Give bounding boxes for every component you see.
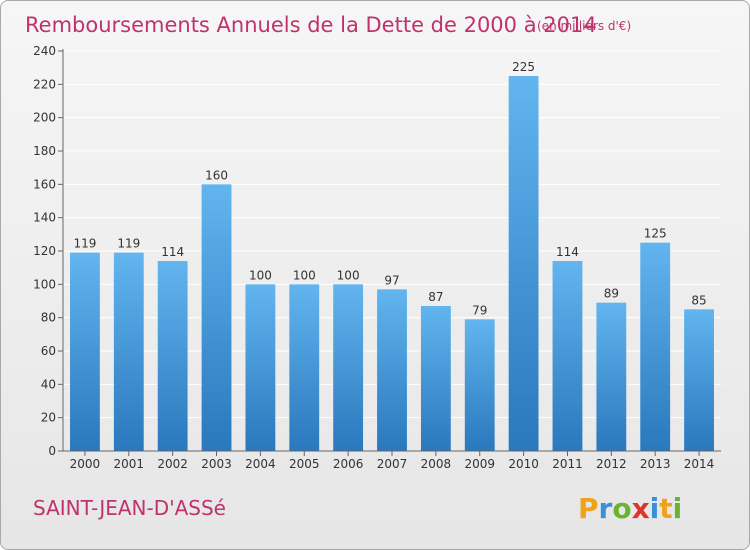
x-tick-label: 2002	[157, 457, 188, 471]
y-tick-label: 20	[41, 411, 56, 425]
bar-value-label: 119	[73, 237, 96, 251]
logo-letter: i	[650, 492, 660, 525]
bar-value-label: 87	[428, 290, 443, 304]
bar-value-label: 125	[644, 227, 667, 241]
logo-letter: o	[612, 492, 631, 525]
chart-title: Remboursements Annuels de la Dette de 20…	[25, 13, 597, 37]
y-tick-label: 80	[41, 311, 56, 325]
y-tick-label: 40	[41, 377, 56, 391]
svg-text:Proxiti: Proxiti	[578, 492, 682, 525]
bar-value-label: 79	[472, 303, 487, 317]
bar	[113, 252, 144, 451]
x-tick-label: 2004	[245, 457, 276, 471]
bar	[245, 284, 276, 451]
y-tick-label: 0	[48, 444, 56, 458]
bar-value-label: 85	[691, 293, 706, 307]
y-tick-label: 60	[41, 344, 56, 358]
bar	[552, 261, 583, 451]
bars: 119 119 114 160 100 100 100 97 87 79 225 114 89 125 85	[70, 60, 714, 452]
x-tick-label: 2009	[464, 457, 495, 471]
x-tick-label: 2008	[421, 457, 452, 471]
y-tick-label: 120	[33, 244, 56, 258]
logo-letter: P	[578, 492, 599, 525]
x-tick-label: 2014	[684, 457, 715, 471]
x-tick-label: 2007	[377, 457, 408, 471]
logo-letter: i	[673, 492, 683, 525]
x-tick-label: 2001	[114, 457, 145, 471]
city-name: SAINT-JEAN-D'ASSé	[33, 496, 226, 520]
x-tick-label: 2012	[596, 457, 627, 471]
x-tick-label: 2010	[508, 457, 539, 471]
x-tick-label: 2003	[201, 457, 232, 471]
chart-unit-subtitle: (en milliers d'€)	[537, 19, 631, 33]
logo-letter: x	[632, 492, 650, 525]
bar-value-label: 89	[604, 287, 619, 301]
bar	[508, 76, 539, 451]
y-tick-label: 200	[33, 111, 56, 125]
x-tick-label: 2005	[289, 457, 320, 471]
bar	[201, 184, 232, 452]
bar-value-label: 114	[556, 245, 579, 259]
bar	[596, 302, 627, 451]
bar	[377, 289, 407, 451]
bar	[464, 319, 495, 451]
y-tick-label: 100	[33, 277, 56, 291]
x-tick-label: 2011	[552, 457, 583, 471]
bar-value-label: 97	[384, 273, 399, 287]
y-axis: 0 20 40 60 80 100 120 140 160 180 200 220 240	[33, 44, 64, 458]
x-tick-label: 2000	[70, 457, 101, 471]
bar-value-label: 100	[293, 268, 316, 282]
bar-value-label: 119	[117, 237, 140, 251]
logo-letter: t	[659, 492, 672, 525]
x-tick-label: 2013	[640, 457, 671, 471]
bar	[70, 252, 100, 451]
bar-value-label: 114	[161, 245, 184, 259]
y-tick-label: 240	[33, 44, 56, 58]
y-tick-label: 160	[33, 177, 56, 191]
proxiti-logo: Proxiti	[578, 492, 682, 525]
bar	[684, 309, 714, 451]
bar	[157, 261, 188, 451]
bar	[420, 306, 451, 451]
bar-value-label: 100	[249, 268, 272, 282]
y-tick-label: 220	[33, 77, 56, 91]
x-axis: 2000 2001 2002 2003 2004 2005 2006 2007 2008 2009…	[63, 450, 721, 471]
bar	[640, 242, 671, 451]
bar	[333, 284, 364, 451]
bar	[289, 284, 320, 451]
bar-value-label: 225	[512, 60, 535, 74]
y-tick-label: 180	[33, 144, 56, 158]
y-tick-label: 140	[33, 211, 56, 225]
logo-letter: r	[599, 492, 613, 525]
bar-value-label: 100	[337, 268, 360, 282]
x-tick-label: 2006	[333, 457, 364, 471]
bar-value-label: 160	[205, 168, 228, 182]
